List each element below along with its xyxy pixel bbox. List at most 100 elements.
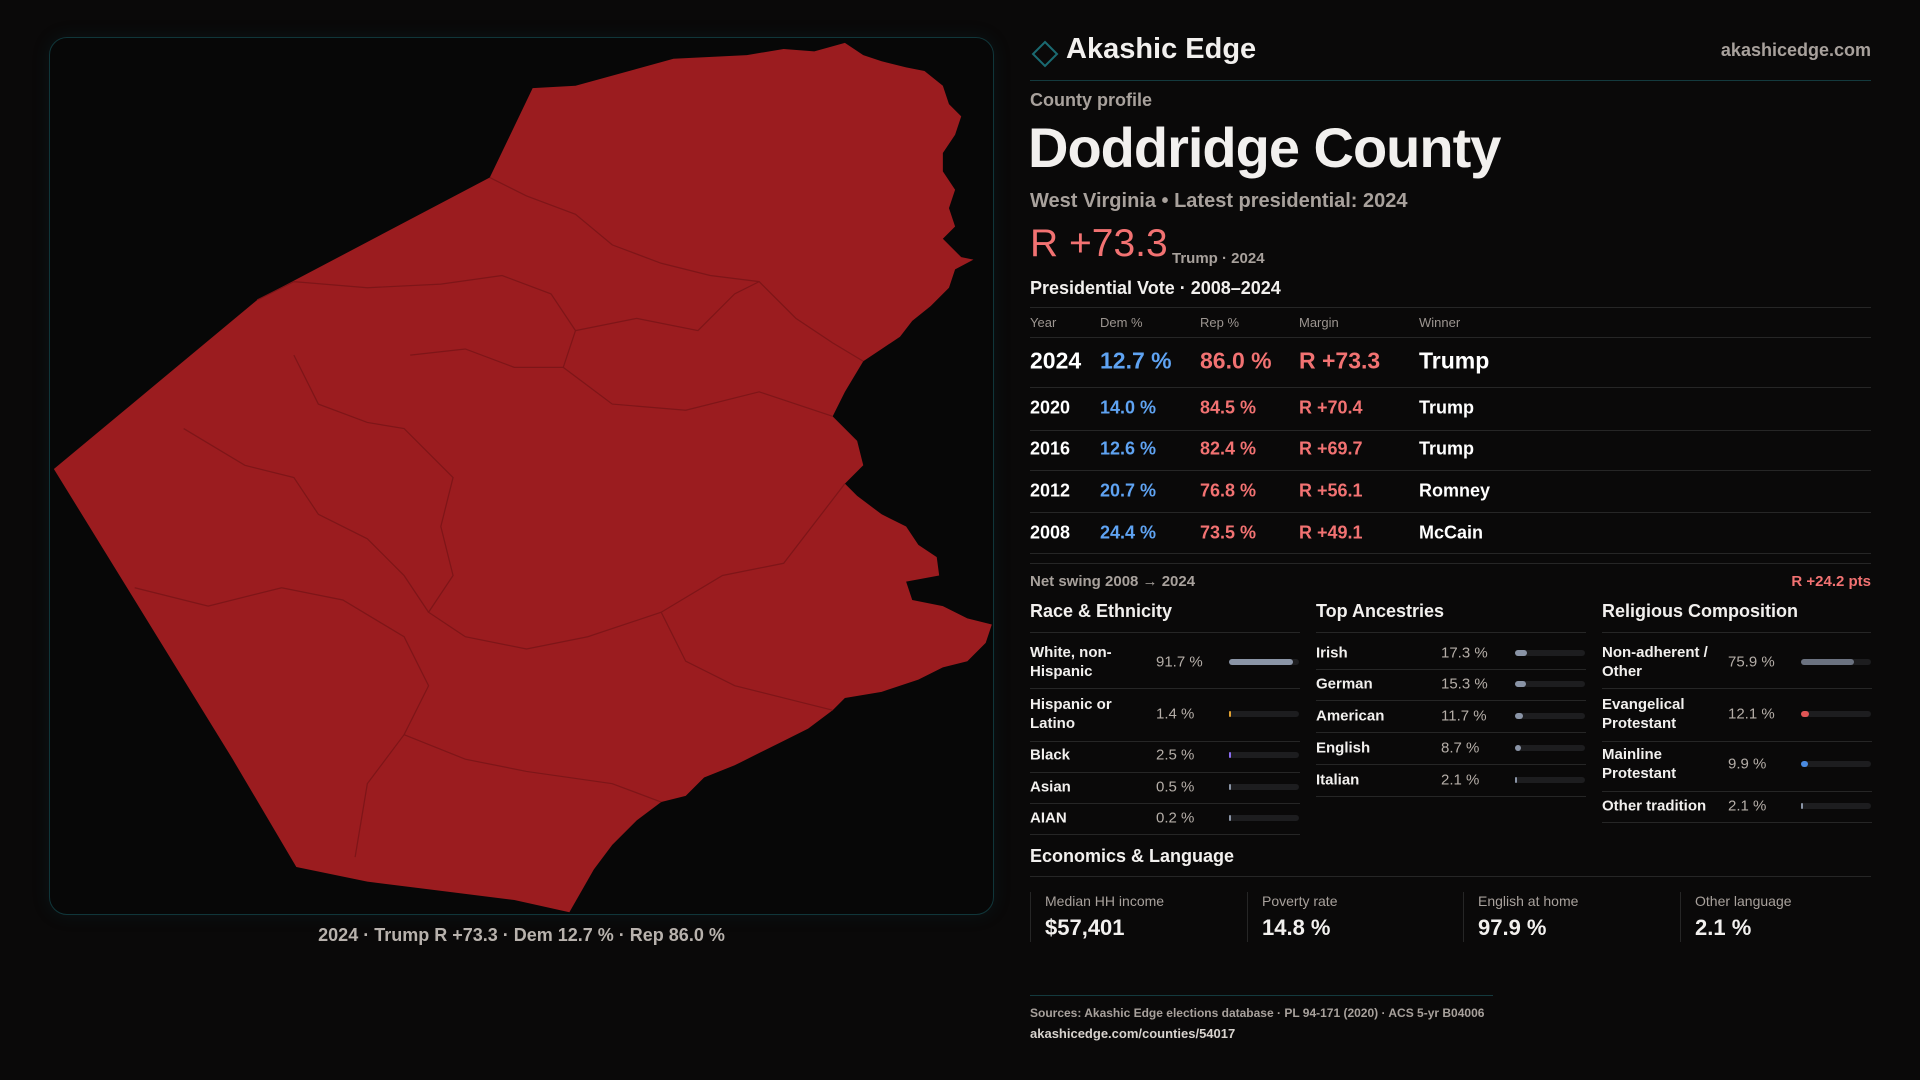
ancestry-value: 2.1 % [1441, 771, 1480, 789]
race-label: Asian [1030, 778, 1071, 796]
page-title: Doddridge County [1028, 116, 1501, 179]
stat-label: Other language [1695, 893, 1792, 909]
ancestry-value: 17.3 % [1441, 644, 1488, 662]
religion-bar [1801, 761, 1871, 767]
ancestry-value: 15.3 % [1441, 675, 1488, 693]
stat-value: 97.9 % [1478, 915, 1547, 940]
col-margin: Margin [1299, 315, 1339, 330]
race-bar-fill [1229, 711, 1231, 717]
ancestry-bar-fill [1515, 745, 1522, 751]
vote-margin: R +56.1 [1299, 480, 1363, 501]
vote-dem: 24.4 % [1100, 522, 1157, 543]
race-value: 0.2 % [1156, 809, 1195, 827]
swing-value: R +24.2 pts [1791, 573, 1871, 590]
religion-bar [1801, 711, 1871, 717]
col-year: Year [1030, 315, 1057, 330]
row-divider [1030, 553, 1871, 554]
ancestry-heading: Top Ancestries [1316, 601, 1445, 621]
race-bar [1229, 711, 1299, 717]
eyebrow: County profile [1030, 90, 1152, 110]
race-bar [1229, 752, 1299, 758]
row-divider [1602, 688, 1872, 689]
row-divider [1030, 688, 1300, 689]
religion-bar-fill [1801, 659, 1855, 665]
headline-margin: R +73.3 [1030, 222, 1168, 265]
economics-heading: Economics & Language [1030, 846, 1235, 866]
ancestry-bar [1515, 713, 1585, 719]
vote-year: 2016 [1030, 438, 1071, 459]
religion-label: Mainline Protestant [1602, 746, 1677, 782]
swing-label: Net swing 2008 → 2024 [1030, 573, 1196, 590]
ancestry-value: 11.7 % [1441, 707, 1487, 725]
ancestry-bar-fill [1515, 650, 1528, 656]
religion-bar [1801, 659, 1871, 665]
vote-winner: McCain [1419, 522, 1484, 543]
race-label: Hispanic or Latino [1030, 696, 1112, 732]
ancestry-bar [1515, 650, 1585, 656]
ancestry-bar-fill [1515, 777, 1517, 783]
ancestry-value: 8.7 % [1441, 739, 1480, 757]
stat-label: Poverty rate [1262, 893, 1338, 909]
ancestry-label: English [1316, 739, 1371, 757]
site-link[interactable]: akashicedge.com [1720, 40, 1871, 60]
row-divider [1030, 387, 1871, 388]
row-divider [1030, 803, 1300, 804]
vote-rep: 82.4 % [1200, 438, 1257, 459]
stat-value: 14.8 % [1262, 915, 1331, 940]
religion-bar [1801, 803, 1871, 809]
vote-dem: 12.7 % [1100, 347, 1172, 374]
vote-rep: 84.5 % [1200, 397, 1257, 418]
religion-bar-fill [1801, 803, 1803, 809]
ancestry-bar [1515, 777, 1585, 783]
ancestry-bar-fill [1515, 681, 1526, 687]
race-bar-fill [1229, 815, 1231, 821]
race-label: White, non-Hispanic [1030, 644, 1112, 680]
vote-winner: Trump [1419, 438, 1475, 459]
vote-year: 2012 [1030, 480, 1071, 501]
race-bar-fill [1229, 752, 1231, 758]
vote-margin: R +73.3 [1299, 347, 1381, 374]
ancestry-label: German [1316, 675, 1373, 693]
vote-winner: Trump [1419, 397, 1475, 418]
race-bar [1229, 815, 1299, 821]
row-divider [1030, 512, 1871, 513]
ancestry-bar [1515, 745, 1585, 751]
row-divider [1316, 700, 1586, 701]
vote-year: 2020 [1030, 397, 1071, 418]
vote-rep: 73.5 % [1200, 522, 1257, 543]
religion-bar-fill [1801, 711, 1810, 717]
ancestry-bar [1515, 681, 1585, 687]
row-divider [1602, 741, 1872, 742]
race-value: 1.4 % [1156, 705, 1195, 723]
row-divider [1030, 430, 1871, 431]
race-label: AIAN [1030, 809, 1067, 827]
stat-value: 2.1 % [1695, 915, 1752, 940]
logo-diamond-icon [1031, 40, 1059, 68]
map-caption: 2024 · Trump R +73.3 · Dem 12.7 % · Rep … [318, 925, 725, 945]
vote-dem: 12.6 % [1100, 438, 1157, 459]
vote-winner: Romney [1419, 480, 1491, 501]
vote-winner: Trump [1419, 347, 1490, 374]
county-shape[interactable] [53, 42, 992, 913]
race-bar [1229, 659, 1299, 665]
race-bar [1229, 784, 1299, 790]
row-divider [1316, 764, 1586, 765]
ancestry-bar-fill [1515, 713, 1524, 719]
religion-bar-fill [1801, 761, 1808, 767]
header-divider [1030, 80, 1871, 81]
religion-value: 12.1 % [1728, 705, 1775, 723]
vote-year: 2008 [1030, 522, 1071, 543]
race-label: Black [1030, 746, 1071, 764]
section-divider [1602, 632, 1871, 633]
vote-dem: 20.7 % [1100, 480, 1157, 501]
col-winner: Winner [1419, 315, 1461, 330]
headline-margin-note: Trump · 2024 [1172, 250, 1265, 267]
religion-value: 75.9 % [1728, 653, 1775, 671]
row-divider [1030, 741, 1300, 742]
religion-value: 9.9 % [1728, 755, 1767, 773]
section-divider [1316, 632, 1586, 633]
col-dem: Dem % [1100, 315, 1143, 330]
religion-heading: Religious Composition [1602, 601, 1798, 621]
county-url-link[interactable]: akashicedge.com/counties/54017 [1030, 1026, 1236, 1041]
